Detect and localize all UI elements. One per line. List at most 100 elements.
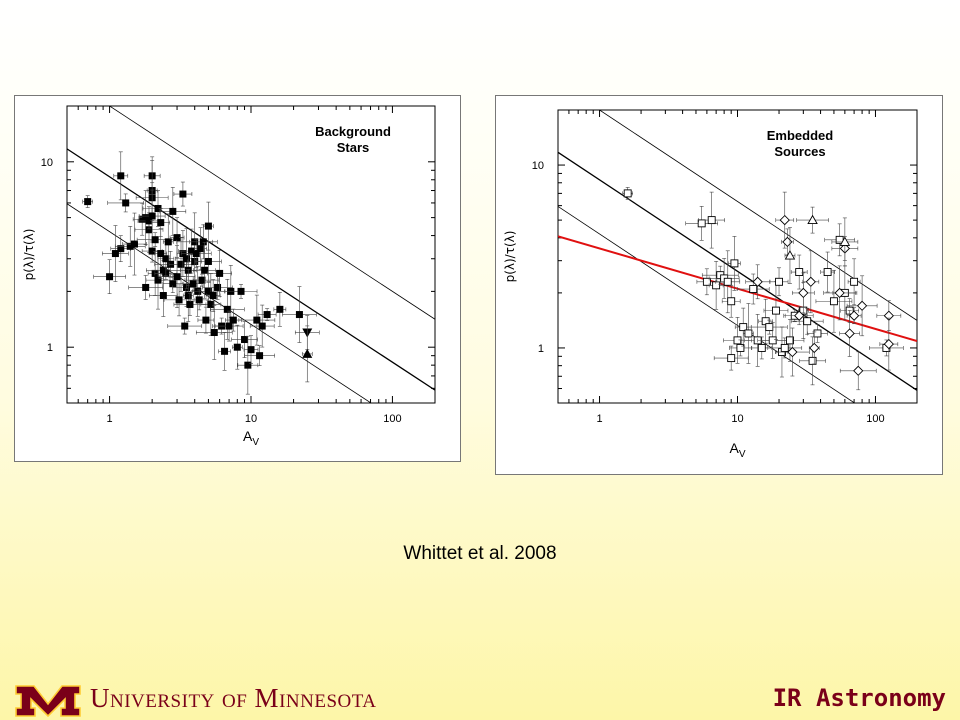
data-point (829, 297, 838, 306)
x-tick-label: 10 (731, 413, 743, 425)
data-point (247, 346, 255, 354)
data-point (197, 245, 205, 253)
y-tick-label: 10 (532, 160, 544, 172)
university-name: University of Minnesota (90, 683, 377, 713)
x-tick-label: 1 (596, 413, 602, 425)
data-point (199, 238, 207, 246)
data-point (834, 287, 845, 299)
data-point (856, 300, 868, 311)
data-point (258, 322, 266, 330)
x-tick-label: 10 (245, 413, 257, 425)
data-point (848, 310, 860, 321)
data-point (723, 277, 732, 286)
data-point (256, 352, 264, 360)
data-point (148, 247, 156, 255)
data-point (184, 292, 192, 300)
data-point (813, 329, 822, 338)
data-point (204, 257, 212, 265)
data-point (779, 214, 790, 226)
data-point (207, 300, 215, 308)
data-point (117, 172, 125, 180)
data-point (727, 297, 736, 306)
data-point (204, 287, 212, 295)
data-point (798, 287, 809, 299)
data-point (702, 277, 711, 286)
data-point (84, 198, 92, 206)
x-tick-label: 100 (866, 413, 884, 425)
data-point (823, 268, 832, 277)
data-point (209, 292, 217, 300)
data-point (253, 316, 261, 324)
y-tick-label: 1 (47, 342, 53, 354)
data-point (159, 292, 167, 300)
data-point (145, 217, 153, 225)
y-tick-label: 1 (538, 343, 544, 355)
y-axis-label: p(λ)/τ(λ) (22, 229, 36, 281)
citation-text: Whittet et al. 2008 (403, 543, 557, 564)
data-point (192, 250, 200, 258)
data-point (768, 336, 777, 345)
y-tick-label: 10 (41, 157, 53, 169)
university-m-logo-icon (15, 685, 81, 718)
data-point (177, 260, 185, 268)
data-point (117, 245, 125, 253)
data-point (787, 346, 798, 358)
data-point (853, 365, 864, 376)
data-point (727, 354, 736, 363)
data-point (749, 285, 758, 293)
data-point (794, 310, 805, 321)
reference-lines (558, 110, 917, 403)
data-point (623, 189, 632, 198)
x-axis-label: AV (729, 440, 745, 460)
data-point (154, 204, 162, 212)
data-point (712, 281, 721, 290)
data-point (244, 361, 252, 369)
data-point (302, 348, 313, 358)
chart-title-line: Background (315, 124, 391, 139)
data-point (195, 296, 203, 304)
data-point (157, 250, 165, 258)
data-point (739, 323, 748, 332)
data-point (295, 311, 303, 319)
data-point (850, 277, 859, 286)
data-point (145, 226, 153, 234)
data-point (201, 266, 209, 274)
data-point (164, 238, 172, 246)
data-point (263, 311, 271, 319)
data-point (744, 329, 753, 338)
data-point (805, 276, 816, 287)
data-point (803, 317, 812, 326)
data-point (765, 323, 774, 332)
data-point (204, 222, 212, 230)
data-point (148, 212, 156, 220)
x-tick-label: 1 (107, 413, 113, 425)
data-point (186, 300, 194, 308)
data-point (151, 236, 159, 244)
data-point (188, 247, 196, 255)
chart-title-line: Sources (774, 144, 825, 159)
data-point (707, 216, 716, 225)
data-point (138, 215, 146, 223)
data-point (111, 250, 119, 258)
data-points (82, 151, 320, 395)
chart-title-line: Stars (337, 140, 370, 155)
data-point (162, 255, 170, 263)
data-point (782, 236, 793, 248)
data-point (795, 268, 804, 277)
data-point (809, 342, 820, 354)
data-point (229, 316, 237, 324)
data-point (752, 276, 763, 287)
data-point (786, 336, 794, 345)
data-point (730, 259, 739, 268)
data-point (223, 305, 231, 313)
data-point (181, 322, 189, 330)
data-point (736, 343, 745, 352)
data-point (157, 219, 165, 227)
data-point (106, 273, 114, 281)
data-point (126, 242, 134, 250)
data-point (883, 338, 894, 350)
data-points (622, 187, 904, 391)
data-point (154, 276, 162, 284)
data-point (233, 343, 241, 351)
